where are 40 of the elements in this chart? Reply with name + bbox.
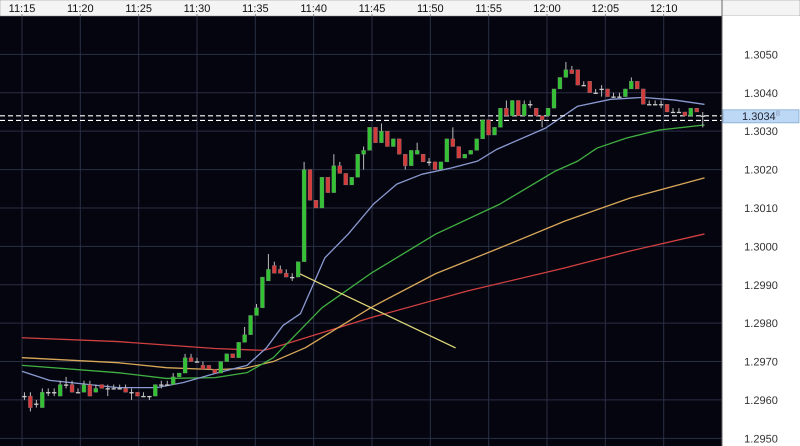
candlestick bbox=[28, 392, 33, 412]
x-tick-label: 12:10 bbox=[650, 3, 678, 15]
candlestick bbox=[582, 80, 586, 86]
x-tick-label: 11:30 bbox=[184, 3, 210, 15]
x-tick-label: 12:05 bbox=[592, 3, 620, 15]
x-tick-label: 12:00 bbox=[533, 3, 561, 15]
x-tick-label: 11:15 bbox=[8, 3, 36, 15]
y-tick-label: 1.3050 bbox=[744, 49, 778, 62]
line-series bbox=[22, 233, 705, 352]
x-tick-label: 11:40 bbox=[300, 3, 328, 15]
candlestick bbox=[588, 80, 592, 94]
candlestick bbox=[70, 380, 74, 393]
y-tick-label: 1.3010 bbox=[744, 202, 778, 215]
candlestick bbox=[194, 357, 200, 363]
y-tick-label: 1.3040 bbox=[744, 88, 778, 100]
x-tick-label: 11:50 bbox=[416, 3, 444, 15]
candlestick bbox=[58, 380, 62, 397]
y-tick-label: 1.2970 bbox=[744, 356, 778, 369]
candlestick bbox=[64, 376, 68, 389]
candlestick bbox=[40, 388, 44, 408]
y-tick-label: 1.3020 bbox=[744, 164, 778, 177]
x-tick-label: 11:45 bbox=[358, 3, 386, 15]
candlestick bbox=[599, 84, 604, 98]
y-tick-label: 1.2980 bbox=[744, 318, 778, 330]
y-tick-label: 1.2960 bbox=[744, 394, 778, 407]
line-series bbox=[22, 177, 705, 370]
y-tick-label: 1.2990 bbox=[744, 280, 778, 292]
candlestick bbox=[76, 388, 80, 394]
y-tick-label: 1.3000 bbox=[744, 241, 778, 254]
x-tick-label: 11:25 bbox=[125, 3, 152, 15]
candlestick bbox=[700, 111, 705, 128]
x-tick-label: 11:35 bbox=[242, 3, 269, 15]
x-tick-label: 11:55 bbox=[475, 3, 502, 15]
y-tick-label: 1.3030 bbox=[744, 126, 778, 138]
candlestick bbox=[594, 88, 598, 94]
y-tick-label: 1.2950 bbox=[744, 433, 778, 446]
x-tick-label: 11:20 bbox=[66, 3, 94, 15]
candlestick bbox=[153, 384, 158, 397]
ref-line-label: 1.3034$^{8}$ bbox=[742, 108, 780, 123]
candlestick bbox=[129, 388, 134, 400]
